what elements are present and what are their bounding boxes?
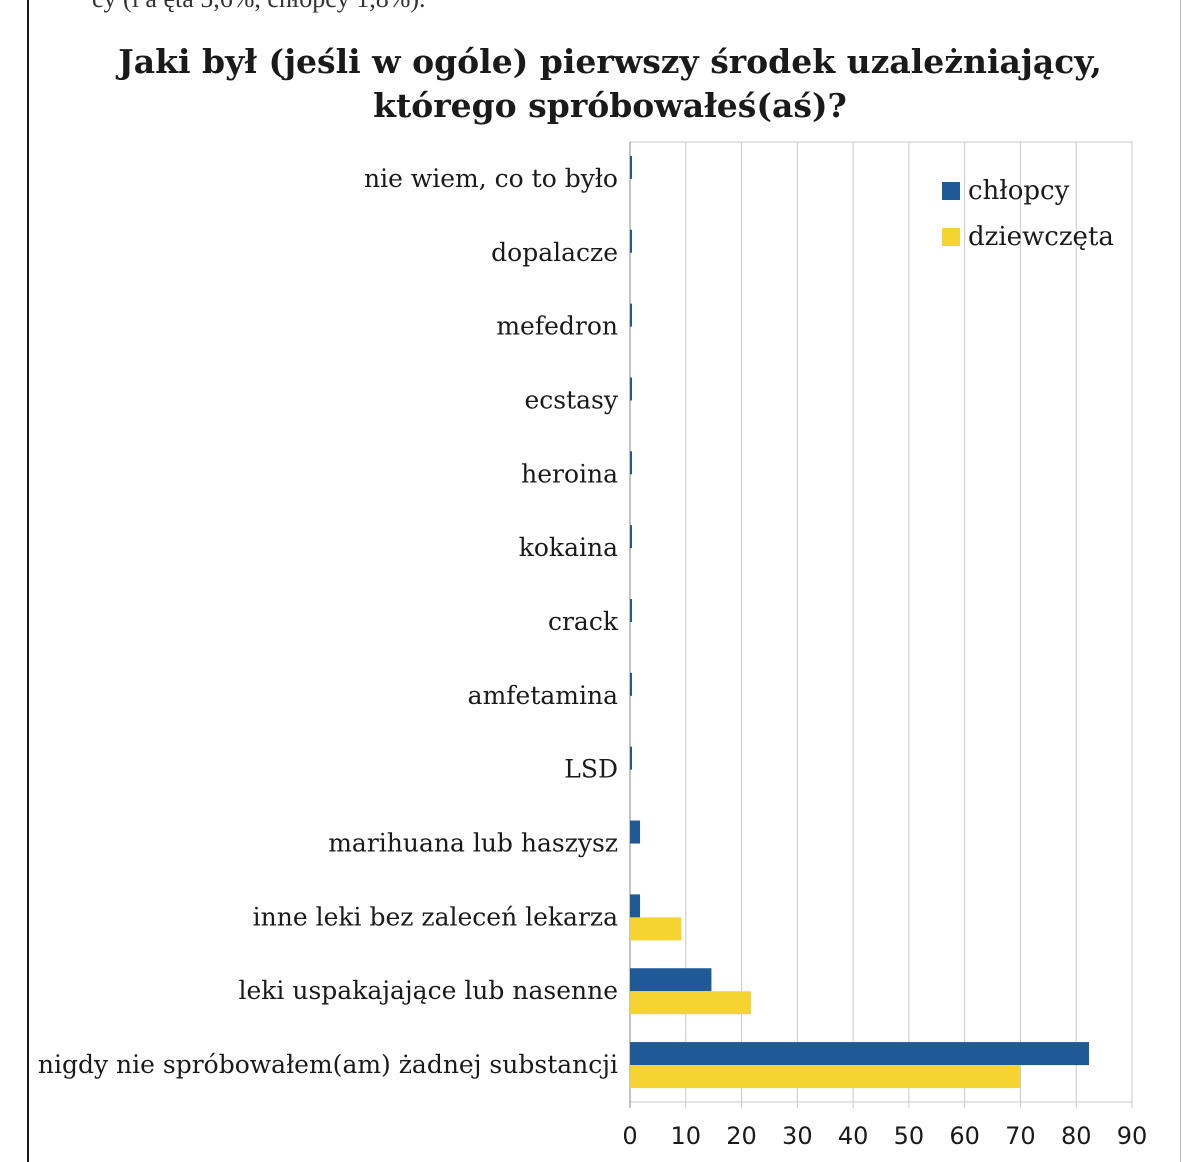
bar-chlopcy-9 <box>630 820 641 844</box>
legend-item-dziewczeta: dziewczęta <box>942 214 1114 260</box>
category-label-0: nie wiem, co to było <box>364 164 618 193</box>
category-label-5: kokaina <box>519 533 618 562</box>
chart-title-line-2: którego spróbowałeś(aś)? <box>373 86 847 125</box>
category-label-12: nigdy nie spróbowałem(am) żadnej substan… <box>38 1050 618 1079</box>
legend-label-dziewczeta: dziewczęta <box>968 222 1114 252</box>
legend-item-chlopcy: chłopcy <box>942 168 1114 214</box>
page-left-border <box>27 0 29 1162</box>
bar-chlopcy-1 <box>630 229 632 253</box>
bar-chlopcy-3 <box>630 377 632 401</box>
bar-dziewczeta-12 <box>630 1065 1020 1089</box>
bar-chlopcy-2 <box>630 303 632 327</box>
category-label-6: crack <box>548 607 619 636</box>
bars <box>630 155 1090 1089</box>
x-tick-label-10: 10 <box>671 1122 702 1150</box>
category-label-10: inne leki bez zaleceń lekarza <box>253 902 618 931</box>
bar-chlopcy-0 <box>630 155 632 179</box>
bar-chlopcy-8 <box>630 746 632 770</box>
bar-chlopcy-12 <box>630 1042 1090 1066</box>
category-label-2: mefedron <box>496 312 618 341</box>
x-tick-label-60: 60 <box>949 1122 980 1150</box>
category-label-8: LSD <box>564 755 618 784</box>
x-tick-label-70: 70 <box>1005 1122 1036 1150</box>
bar-chlopcy-11 <box>630 968 712 992</box>
legend-swatch-chlopcy <box>942 182 960 200</box>
bar-chlopcy-6 <box>630 599 632 622</box>
category-labels: nie wiem, co to było dopalacze mefedron ecs… <box>38 164 619 1079</box>
x-tick-labels: 0 10 20 30 40 50 60 70 80 90 <box>622 1122 1147 1150</box>
x-tick-label-90: 90 <box>1117 1122 1148 1150</box>
x-tick-label-50: 50 <box>894 1122 925 1150</box>
bar-chlopcy-5 <box>630 525 632 549</box>
legend-swatch-dziewczeta <box>942 228 960 246</box>
page-right-border <box>1180 0 1181 1162</box>
legend-label-chlopcy: chłopcy <box>968 176 1070 206</box>
x-tick-label-20: 20 <box>726 1122 757 1150</box>
bar-dziewczeta-10 <box>630 917 682 941</box>
chart-title-line-1: Jaki był (jeśli w ogóle) pierwszy środek… <box>118 42 1102 81</box>
category-label-4: heroina <box>521 459 618 488</box>
x-tick-label-80: 80 <box>1061 1122 1092 1150</box>
x-tick-label-40: 40 <box>838 1122 869 1150</box>
chart-title: Jaki był (jeśli w ogóle) pierwszy środek… <box>0 40 1184 128</box>
category-label-3: ecstasy <box>524 385 618 414</box>
bar-dziewczeta-11 <box>630 991 752 1015</box>
category-label-7: amfetamina <box>468 681 618 710</box>
category-label-11: leki uspakajające lub nasenne <box>238 976 618 1005</box>
grid-lines <box>629 141 1133 1108</box>
x-tick-label-0: 0 <box>622 1122 637 1150</box>
category-label-9: marihuana lub haszysz <box>328 829 618 858</box>
legend: chłopcy dziewczęta <box>942 168 1114 260</box>
x-tick-label-30: 30 <box>782 1122 813 1150</box>
partial-document-text: cy (l a ęta 5,6%, chłopcy 1,8%). <box>92 0 426 14</box>
bar-chlopcy-4 <box>630 451 632 475</box>
category-label-1: dopalacze <box>491 238 618 267</box>
bar-chlopcy-10 <box>630 894 641 918</box>
plot-area-frame <box>629 141 1133 1103</box>
bar-chlopcy-7 <box>630 672 632 696</box>
